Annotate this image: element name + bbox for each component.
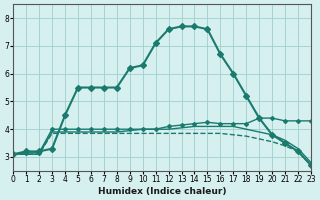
X-axis label: Humidex (Indice chaleur): Humidex (Indice chaleur) [98,187,226,196]
